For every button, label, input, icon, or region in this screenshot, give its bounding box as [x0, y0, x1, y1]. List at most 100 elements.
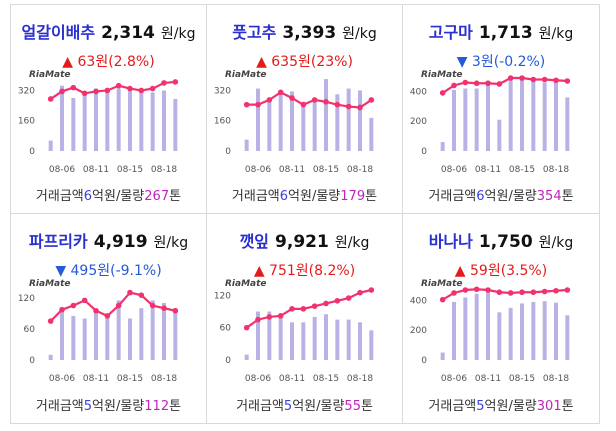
price-point	[127, 85, 133, 92]
x-tick-label: 08-15	[313, 165, 339, 175]
riamate-watermark: RiaMate	[29, 279, 71, 289]
y-tick-label: 0	[29, 356, 35, 366]
price-point	[266, 97, 273, 103]
volume-bar	[60, 85, 64, 151]
volume-bar	[48, 140, 53, 151]
price-point	[138, 87, 145, 94]
volume-bar	[312, 98, 317, 151]
x-tick-label: 08-11	[83, 374, 109, 384]
price-point	[47, 96, 54, 102]
x-tick-label: 08-15	[313, 374, 339, 384]
volume-bar	[486, 83, 490, 151]
price-point	[172, 307, 179, 314]
product-price: 4,919	[93, 232, 148, 252]
card-header: 얼갈이배추 2,314 원/kg	[11, 19, 206, 45]
x-tick-label: 08-06	[49, 374, 75, 384]
price-point	[530, 76, 537, 83]
y-tick-label: 120	[18, 294, 35, 304]
price-line	[442, 76, 568, 94]
trade-amount-prefix: 거래금액	[35, 399, 84, 414]
product-name[interactable]: 바나나	[428, 232, 473, 251]
price-point	[519, 75, 525, 81]
product-price: 3,393	[282, 23, 337, 43]
price-point	[507, 75, 514, 81]
volume-bar	[278, 314, 283, 360]
chart-card-4[interactable]: 깻잎 9,921 원/kg ▲ 751원(8.2%) 0 60 120 08-06 08…	[207, 214, 403, 423]
volume-bar	[94, 310, 98, 360]
trade-volume-value: 267	[144, 189, 170, 204]
volume-bar	[173, 308, 178, 360]
price-point	[277, 313, 284, 319]
volume-bar	[267, 311, 272, 360]
trade-amount-mid: 억원/물량	[484, 399, 537, 414]
volume-bar	[452, 301, 456, 360]
price-change: ▼ 3원(-0.2%)	[456, 54, 546, 70]
price-point	[485, 287, 491, 293]
volume-bar	[139, 88, 144, 151]
volume-bar	[497, 312, 502, 360]
x-tick-label: 08-15	[117, 165, 143, 175]
price-point	[138, 292, 145, 298]
chart-card-0[interactable]: 얼갈이배추 2,314 원/kg ▲ 63원(2.8%) 0 160 320 08-0…	[11, 5, 207, 214]
price-point	[104, 313, 111, 319]
volume-bar	[105, 313, 110, 360]
price-point	[357, 104, 363, 111]
price-dashboard: 얼갈이배추 2,314 원/kg ▲ 63원(2.8%) 0 160 320 08-0…	[10, 4, 600, 424]
volume-bar	[82, 92, 87, 151]
product-name[interactable]: 고구마	[428, 23, 473, 42]
volume-bar	[324, 79, 328, 151]
x-tick-label: 08-06	[441, 165, 467, 175]
volume-bar	[346, 88, 351, 151]
price-point	[300, 306, 307, 312]
product-name[interactable]: 풋고추	[232, 23, 277, 42]
x-tick-label: 08-18	[151, 374, 177, 384]
riamate-watermark: RiaMate	[421, 70, 463, 80]
volume-bar	[554, 81, 558, 151]
price-point	[255, 316, 261, 323]
x-tick-label: 08-11	[279, 165, 305, 175]
trade-volume-value: 354	[536, 189, 562, 204]
volume-bar	[508, 307, 513, 360]
price-point	[439, 296, 446, 303]
price-unit: 원/kg	[538, 26, 574, 42]
volume-bar	[346, 319, 351, 360]
volume-bar	[463, 88, 468, 151]
volume-bar	[358, 322, 362, 360]
price-point	[300, 101, 307, 108]
chart-card-1[interactable]: 풋고추 3,393 원/kg ▲ 635원(23%) 0 160 320 08-06 0…	[207, 5, 403, 214]
chart-card-5[interactable]: 바나나 1,750 원/kg ▲ 59원(3.5%) 0 200 400 08-06 0…	[403, 214, 599, 423]
trade-volume-suffix: 톤	[561, 399, 574, 414]
price-unit: 원/kg	[153, 235, 189, 251]
chart-card-3[interactable]: 파프리카 4,919 원/kg ▼ 495원(-9.1%) 0 60 120 08-0…	[11, 214, 207, 423]
trade-amount-value: 5	[283, 399, 293, 414]
price-point	[564, 78, 571, 84]
volume-bar	[244, 354, 249, 360]
price-point	[345, 103, 352, 110]
price-line	[442, 288, 568, 301]
product-name[interactable]: 얼갈이배추	[21, 23, 96, 42]
combo-chart: 0 160 320 08-06 08-11 08-15 08-18 RiaMate	[18, 70, 179, 175]
volume-bar	[335, 94, 340, 151]
product-name[interactable]: 깻잎	[239, 232, 270, 251]
volume-bar	[369, 330, 374, 360]
trade-volume-value: 179	[340, 189, 366, 204]
product-price: 2,314	[101, 23, 155, 43]
y-tick-label: 60	[24, 325, 36, 335]
chart-card-2[interactable]: 고구마 1,713 원/kg ▼ 3원(-0.2%) 0 200 400 08-06 0…	[403, 5, 599, 214]
trade-summary: 거래금액5억원/물량55톤	[207, 395, 402, 414]
price-point	[81, 297, 88, 304]
y-tick-label: 0	[29, 147, 35, 157]
price-unit: 원/kg	[334, 235, 370, 251]
trade-amount-value: 5	[83, 399, 93, 414]
product-name[interactable]: 파프리카	[28, 232, 88, 251]
y-tick-label: 160	[18, 117, 35, 127]
price-point	[496, 289, 503, 296]
y-tick-label: 0	[421, 147, 427, 157]
volume-bar	[267, 101, 272, 151]
volume-bar	[48, 354, 53, 360]
price-point	[161, 305, 167, 311]
price-point	[323, 300, 329, 307]
volume-bar	[256, 88, 260, 151]
volume-bar	[440, 142, 445, 151]
trade-amount-prefix: 거래금액	[428, 189, 477, 204]
